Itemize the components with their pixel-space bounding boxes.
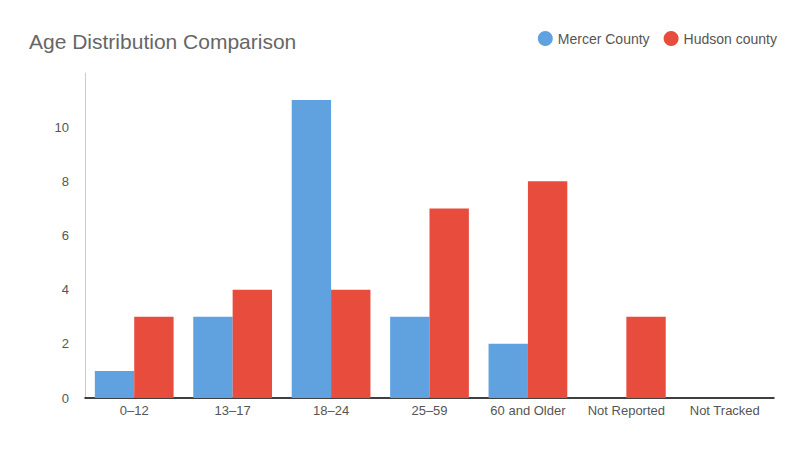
svg-text:13–17: 13–17 bbox=[215, 403, 251, 418]
svg-text:60 and Older: 60 and Older bbox=[490, 403, 566, 418]
svg-text:10: 10 bbox=[55, 120, 69, 135]
svg-text:Not Tracked: Not Tracked bbox=[690, 403, 760, 418]
svg-text:Not Reported: Not Reported bbox=[588, 403, 665, 418]
svg-text:Mercer County: Mercer County bbox=[558, 31, 650, 47]
svg-text:18–24: 18–24 bbox=[313, 403, 349, 418]
svg-text:6: 6 bbox=[62, 228, 69, 243]
svg-text:25–59: 25–59 bbox=[411, 403, 447, 418]
svg-text:0: 0 bbox=[62, 391, 69, 406]
svg-text:4: 4 bbox=[62, 282, 69, 297]
svg-text:Hudson county: Hudson county bbox=[684, 31, 777, 47]
svg-text:8: 8 bbox=[62, 174, 69, 189]
svg-text:Age Distribution Comparison: Age Distribution Comparison bbox=[29, 30, 296, 53]
svg-text:0–12: 0–12 bbox=[120, 403, 149, 418]
svg-text:2: 2 bbox=[62, 336, 69, 351]
